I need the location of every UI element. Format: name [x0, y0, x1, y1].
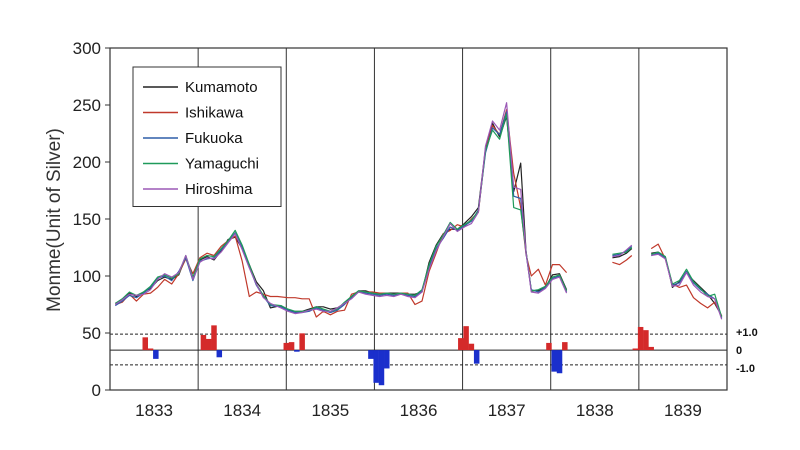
legend-label: Yamaguchi [185, 156, 259, 173]
x-year-label: 1837 [488, 401, 526, 420]
index-bar [648, 346, 654, 351]
y-tick-label: 300 [73, 39, 101, 58]
series-line-hiroshima [651, 253, 723, 320]
y-tick-label: 0 [92, 381, 101, 400]
x-year-label: 1835 [311, 401, 349, 420]
index-bar [556, 350, 563, 374]
y-tick-label: 50 [82, 324, 101, 343]
x-year-label: 1833 [135, 401, 173, 420]
series-line-hiroshima [114, 102, 568, 315]
y-tick-label: 250 [73, 96, 101, 115]
index-bar [458, 338, 464, 351]
index-bar [283, 342, 290, 351]
index-bar [294, 350, 300, 352]
index-bar [546, 342, 552, 351]
legend-label: Ishikawa [185, 105, 244, 122]
y-tick-label: 150 [73, 210, 101, 229]
index-bar [632, 348, 639, 351]
series-line-yamaguchi [651, 251, 723, 318]
series-line-kumamoto [612, 248, 633, 259]
index-bar [473, 350, 480, 364]
series-line-ishikawa [650, 243, 723, 317]
series-line-hiroshima [612, 244, 633, 258]
x-year-label: 1839 [664, 401, 702, 420]
series-line-kumamoto [651, 251, 723, 317]
index-bar [147, 348, 154, 351]
x-year-label: 1836 [400, 401, 438, 420]
index-bar [637, 326, 644, 351]
index-bar [551, 350, 557, 372]
reference-line-label: 0 [736, 345, 742, 357]
index-bar [211, 325, 217, 351]
index-bar [643, 330, 649, 351]
year-separators [197, 48, 640, 390]
legend-label: Fukuoka [185, 130, 243, 147]
y-axis-ticks: 0 50 100 150 200 250 300 [73, 39, 110, 400]
legend-box [132, 66, 282, 207]
x-year-label: 1838 [576, 401, 614, 420]
legend-label: Kumamoto [185, 79, 258, 96]
index-bar [288, 342, 295, 351]
index-bar [153, 350, 159, 359]
index-bar [373, 350, 379, 383]
index-bar [384, 350, 390, 369]
series-line-ishikawa [612, 255, 633, 266]
legend: Kumamoto Ishikawa Fukuoka Yamaguchi Hiroshim… [132, 66, 282, 207]
index-bar [468, 343, 475, 351]
index-bar [463, 326, 469, 351]
index-bar [378, 350, 385, 386]
index-bar [368, 350, 374, 359]
y-axis-title: Monme(Unit of Silver) [44, 128, 65, 312]
reference-line-label: -1.0 [736, 363, 755, 375]
index-bars [142, 325, 654, 386]
y-tick-label: 100 [73, 267, 101, 286]
reference-line-labels: +1.0 0 -1.0 [736, 327, 758, 375]
x-axis-year-labels: 1833 1834 1835 1836 1837 1838 1839 [135, 401, 702, 420]
index-bar [200, 334, 207, 351]
index-bar [562, 342, 568, 351]
index-bar [216, 350, 223, 358]
y-tick-label: 200 [73, 153, 101, 172]
index-bar [142, 337, 149, 351]
legend-label: Hiroshima [185, 181, 253, 198]
x-year-label: 1834 [223, 401, 261, 420]
reference-line-label: +1.0 [736, 327, 758, 339]
index-bar [299, 333, 305, 351]
price-series [114, 102, 723, 320]
index-bar [205, 338, 212, 351]
